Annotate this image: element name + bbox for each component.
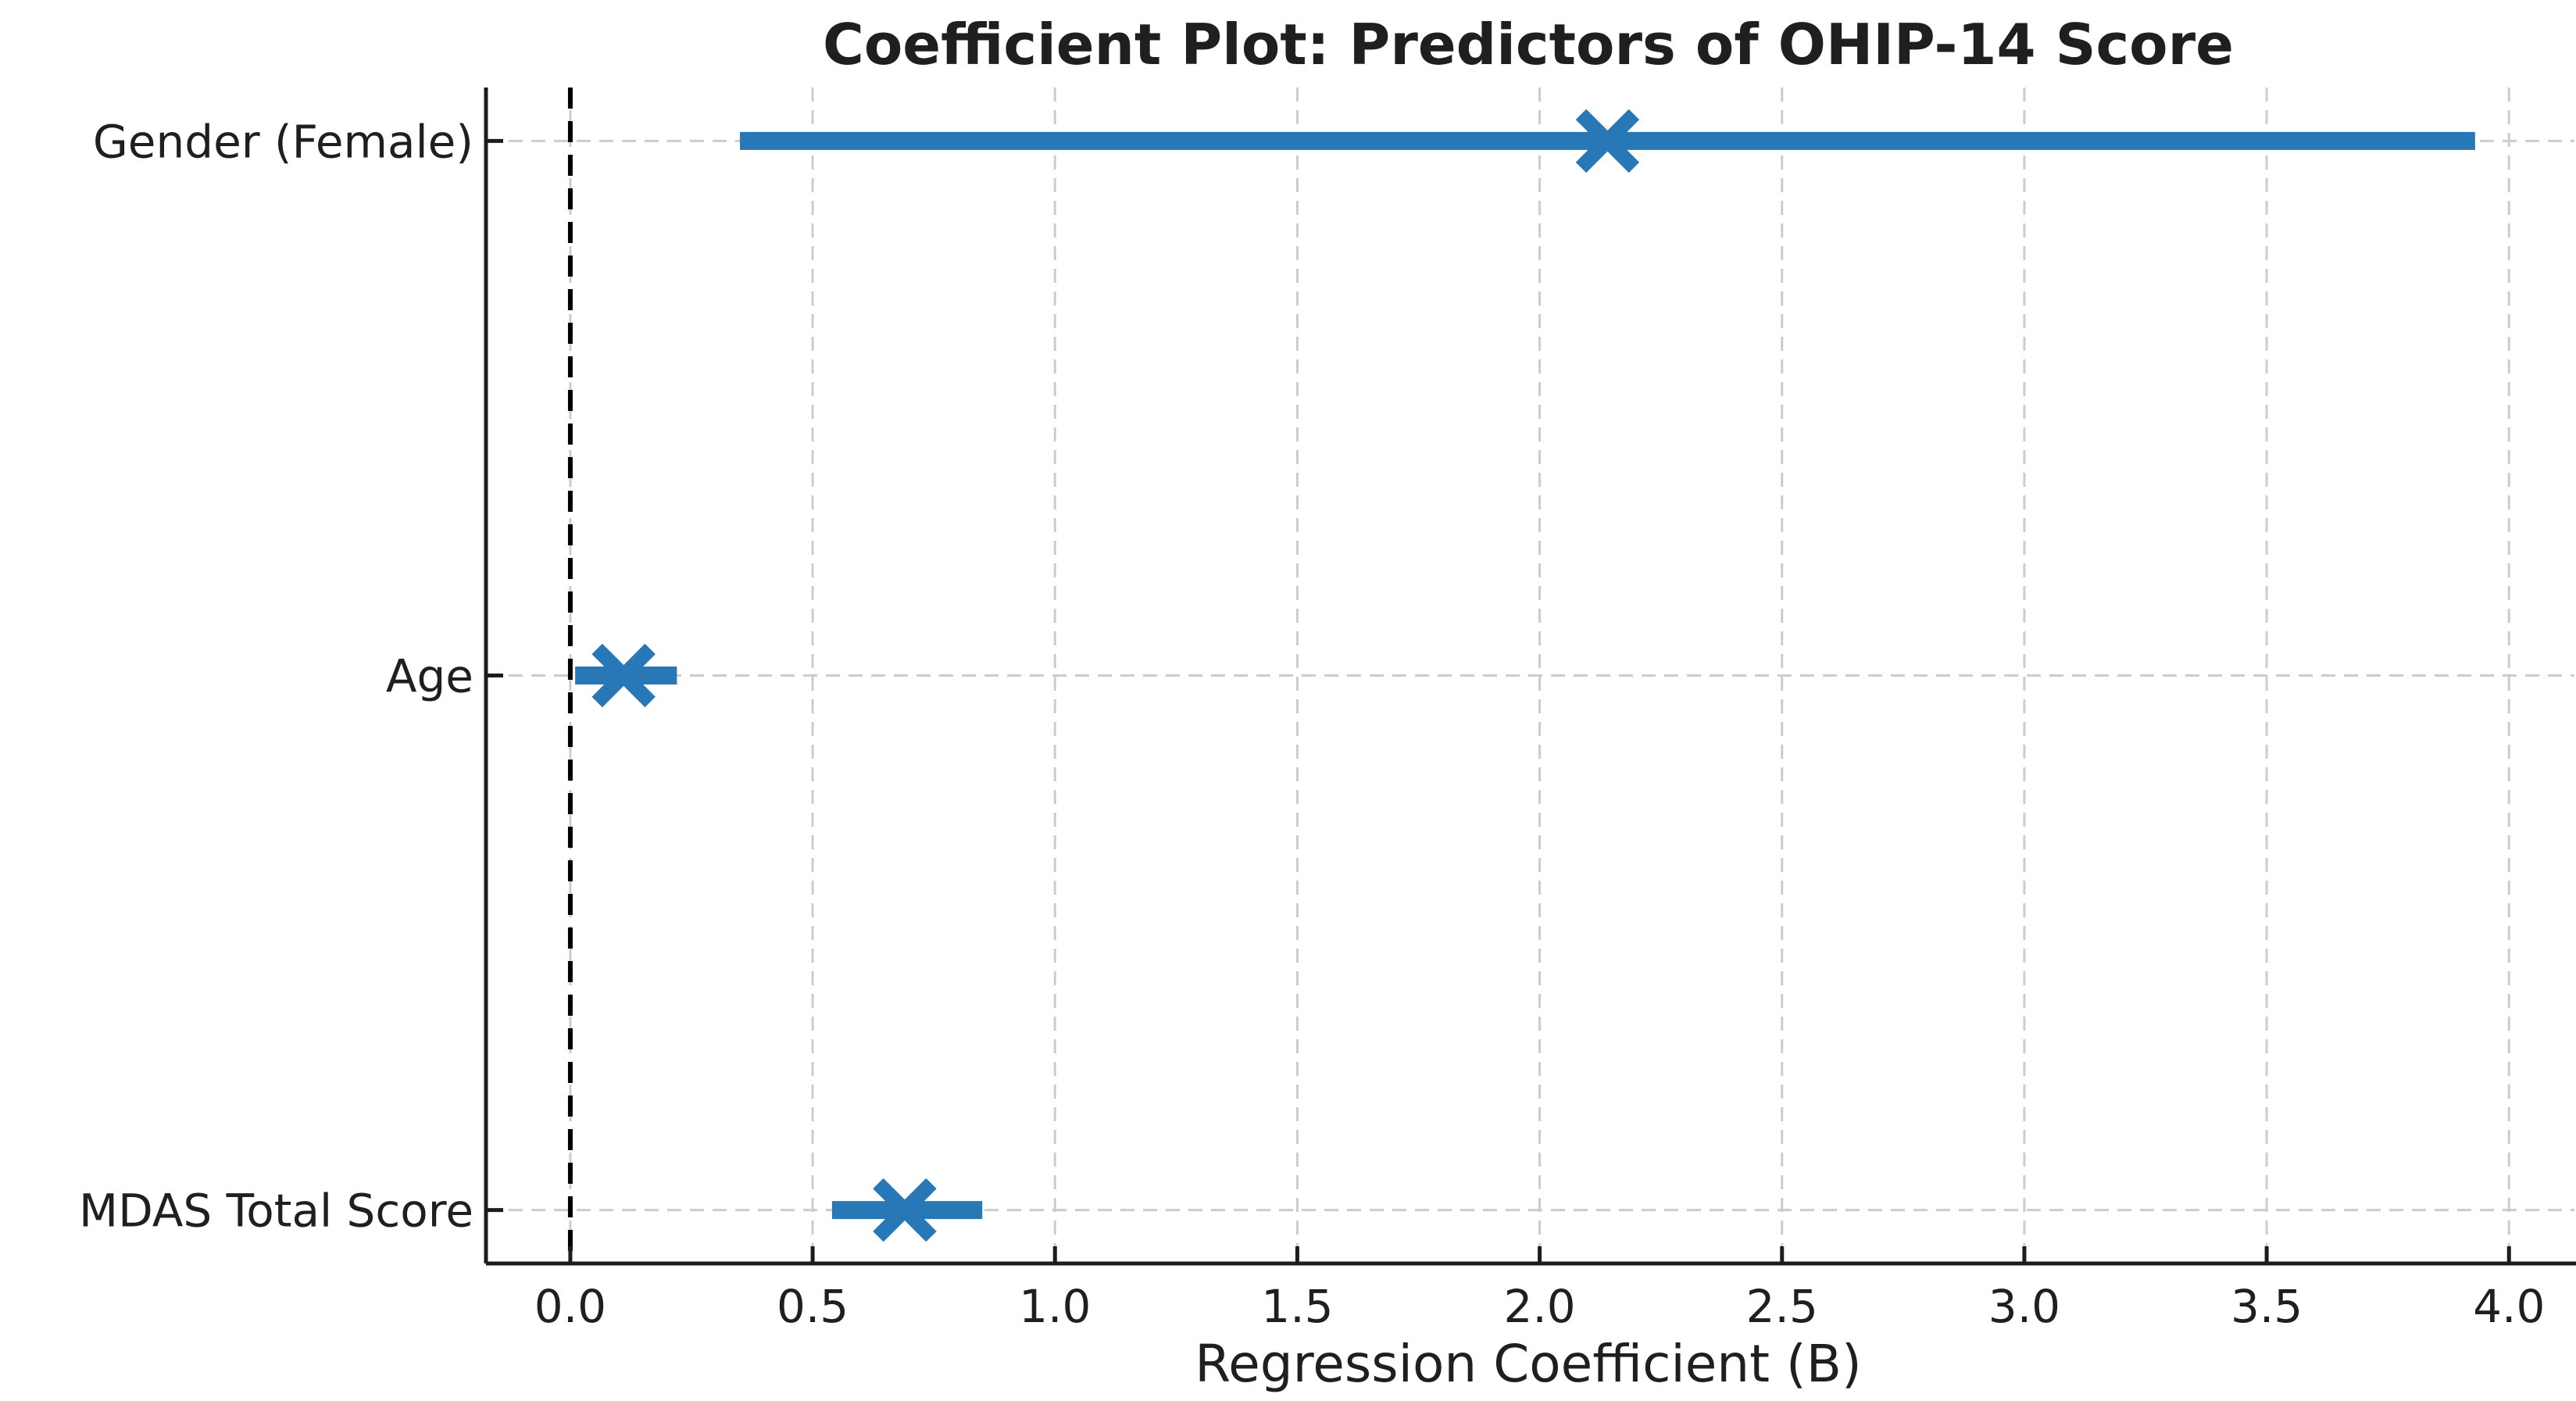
y-category-label: MDAS Total Score bbox=[79, 1185, 473, 1238]
x-tick-label: 0.5 bbox=[777, 1280, 849, 1333]
grid-layer bbox=[486, 88, 2574, 1263]
x-tick-label: 2.5 bbox=[1746, 1280, 1818, 1333]
data-layer bbox=[575, 109, 2475, 1242]
y-category-label: Gender (Female) bbox=[93, 115, 473, 168]
coefficient-point-marker bbox=[873, 1178, 937, 1242]
marker-stroke bbox=[1575, 109, 1640, 173]
x-tick-label: 4.0 bbox=[2473, 1280, 2545, 1333]
x-tick-label: 1.0 bbox=[1019, 1280, 1091, 1333]
y-category-label: Age bbox=[386, 650, 473, 703]
x-tick-label: 3.5 bbox=[2231, 1280, 2303, 1333]
chart-title: Coefficient Plot: Predictors of OHIP-14 … bbox=[823, 12, 2234, 77]
axis-layer bbox=[484, 88, 2576, 1266]
x-tick-label: 1.5 bbox=[1261, 1280, 1333, 1333]
x-tick-label: 0.0 bbox=[534, 1280, 606, 1333]
x-axis-label: Regression Coefficient (B) bbox=[1195, 1334, 1862, 1394]
coefficient-point-marker bbox=[1575, 109, 1640, 173]
marker-stroke bbox=[591, 643, 656, 708]
x-tick-label: 2.0 bbox=[1503, 1280, 1575, 1333]
marker-stroke bbox=[873, 1178, 937, 1242]
coefficient-point-marker bbox=[591, 643, 656, 708]
x-tick-label: 3.0 bbox=[1988, 1280, 2060, 1333]
label-layer: 0.0 0.5 1.0 1.5 2.0 2.5 3.0 3.5 4.0 Gender (Femal… bbox=[79, 115, 2545, 1333]
